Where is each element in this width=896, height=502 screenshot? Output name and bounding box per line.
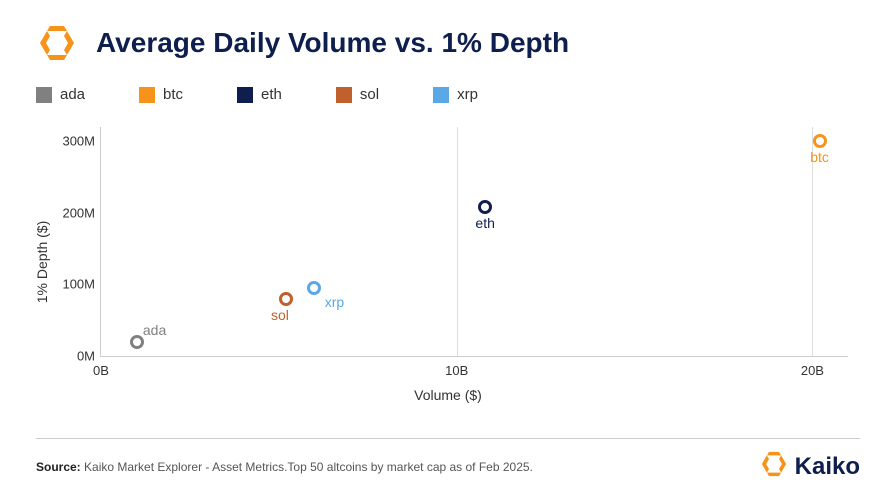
- data-point-eth: [478, 200, 492, 214]
- kaiko-logo: Kaiko: [759, 449, 860, 484]
- legend-item-sol: sol: [336, 86, 379, 103]
- source-text: Kaiko Market Explorer - Asset Metrics.To…: [81, 460, 533, 474]
- legend-item-btc: btc: [139, 86, 183, 103]
- brand-name: Kaiko: [795, 453, 860, 481]
- y-tick: 100M: [53, 277, 95, 292]
- x-tick: 0B: [93, 363, 109, 378]
- x-axis-label: Volume ($): [414, 387, 482, 403]
- legend-item-xrp: xrp: [433, 86, 478, 103]
- legend-label: eth: [261, 86, 282, 103]
- kaiko-hex-icon: [36, 22, 78, 64]
- y-tick: 200M: [53, 205, 95, 220]
- data-point-label-xrp: xrp: [325, 294, 344, 310]
- page-title: Average Daily Volume vs. 1% Depth: [96, 27, 569, 59]
- legend-item-ada: ada: [36, 86, 85, 103]
- legend-swatch: [433, 87, 449, 103]
- data-point-label-eth: eth: [475, 215, 494, 231]
- legend-label: ada: [60, 86, 85, 103]
- legend-label: btc: [163, 86, 183, 103]
- legend-swatch: [336, 87, 352, 103]
- scatter-chart: 1% Depth ($) 0M 100M 200M 300M 0B 10B 20B ada so…: [36, 117, 860, 407]
- data-point-label-btc: btc: [810, 149, 829, 165]
- source-label: Source:: [36, 460, 81, 474]
- legend-label: xrp: [457, 86, 478, 103]
- data-point-label-sol: sol: [271, 307, 289, 323]
- data-point-ada: [130, 335, 144, 349]
- source-citation: Source: Kaiko Market Explorer - Asset Me…: [36, 460, 533, 474]
- x-tick: 20B: [801, 363, 824, 378]
- y-tick: 300M: [53, 134, 95, 149]
- data-point-xrp: [307, 281, 321, 295]
- footer: Source: Kaiko Market Explorer - Asset Me…: [36, 438, 860, 484]
- legend-label: sol: [360, 86, 379, 103]
- kaiko-hex-icon: [759, 449, 789, 484]
- data-point-label-ada: ada: [143, 322, 166, 338]
- data-point-sol: [279, 292, 293, 306]
- x-tick: 10B: [445, 363, 468, 378]
- y-tick: 0M: [53, 349, 95, 364]
- y-axis-label: 1% Depth ($): [34, 221, 50, 303]
- plot-area: 0M100M200M300M0B10B20Badasolxrpethbtc: [100, 127, 848, 357]
- legend-swatch: [237, 87, 253, 103]
- gridline: [457, 127, 458, 356]
- legend: ada btc eth sol xrp: [0, 72, 896, 111]
- legend-item-eth: eth: [237, 86, 282, 103]
- header: Average Daily Volume vs. 1% Depth: [0, 0, 896, 72]
- legend-swatch: [36, 87, 52, 103]
- data-point-btc: [813, 134, 827, 148]
- legend-swatch: [139, 87, 155, 103]
